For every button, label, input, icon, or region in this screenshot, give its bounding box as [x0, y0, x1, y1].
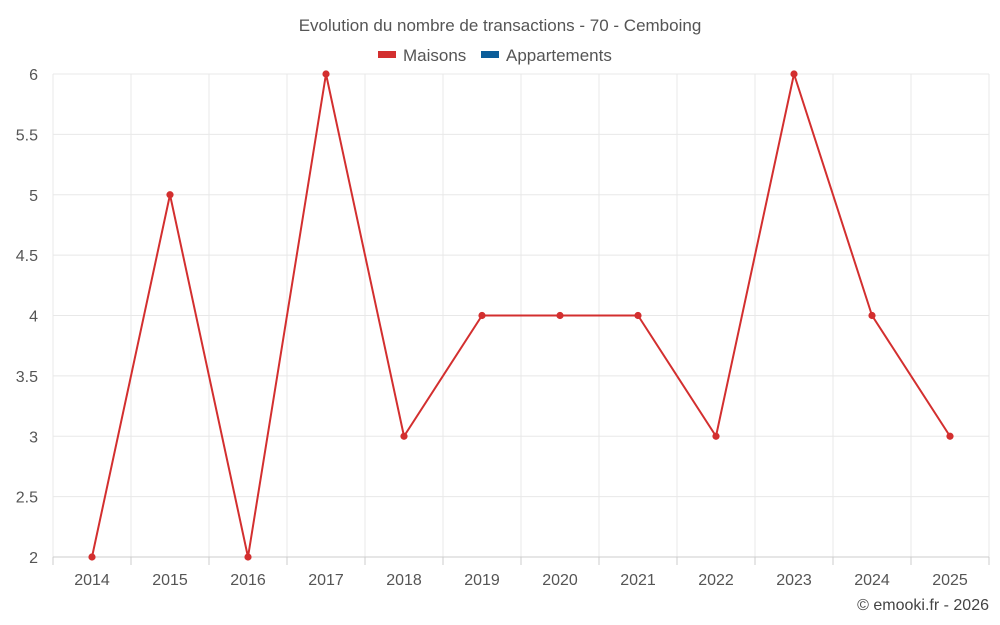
y-tick-label: 4.5 [16, 248, 38, 265]
data-point-maisons-2015[interactable] [166, 191, 174, 199]
legend-swatch-maisons [378, 51, 396, 58]
x-tick-label: 2014 [74, 572, 110, 589]
y-tick-label: 5 [29, 188, 38, 205]
x-tick-label: 2020 [542, 572, 578, 589]
data-point-maisons-2021[interactable] [634, 311, 642, 320]
legend-swatch-appartements [481, 51, 499, 58]
data-point-maisons-2022[interactable] [712, 432, 720, 440]
data-point-maisons-2025[interactable] [946, 432, 954, 440]
legend: Maisons Appartements [378, 46, 612, 65]
legend-label-maisons[interactable]: Maisons [403, 46, 466, 65]
x-tick-label: 2025 [932, 572, 968, 589]
chart-title: Evolution du nombre de transactions - 70… [299, 16, 702, 35]
x-tick-label: 2021 [620, 572, 656, 589]
data-point-maisons-2024[interactable] [868, 311, 876, 320]
data-point-maisons-2016[interactable] [244, 553, 252, 561]
data-point-maisons-2023[interactable] [790, 70, 798, 78]
y-tick-label: 2.5 [16, 490, 38, 507]
data-point-maisons-2017[interactable] [322, 70, 330, 78]
legend-item-maisons[interactable]: Maisons [378, 46, 466, 65]
x-tick-label: 2016 [230, 572, 266, 589]
data-point-maisons-2014[interactable] [88, 553, 96, 561]
y-tick-label: 5.5 [16, 127, 38, 144]
x-tick-label: 2015 [152, 572, 188, 589]
x-tick-label: 2019 [464, 572, 500, 589]
y-tick-label: 2 [29, 550, 38, 567]
x-tick-label: 2017 [308, 572, 344, 589]
data-point-maisons-2020[interactable] [556, 311, 564, 320]
legend-label-appartements[interactable]: Appartements [506, 46, 612, 65]
x-tick-label: 2024 [854, 572, 890, 589]
series-line-maisons [91, 73, 951, 558]
y-tick-label: 6 [29, 67, 38, 84]
axes: 2 2.5 3 3.5 4 4.5 5 5.5 6 2014 2015 2016 2017 2018 201… [16, 67, 990, 589]
x-tick-label: 2022 [698, 572, 734, 589]
y-tick-label: 4 [29, 309, 38, 326]
y-tick-label: 3.5 [16, 369, 38, 386]
x-tick-label: 2023 [776, 572, 812, 589]
data-point-maisons-2018[interactable] [400, 432, 408, 440]
y-tick-label: 3 [29, 429, 38, 446]
legend-item-appartements[interactable]: Appartements [481, 46, 612, 65]
data-point-maisons-2019[interactable] [478, 311, 486, 320]
credit: © emooki.fr - 2026 [857, 597, 989, 614]
x-tick-label: 2018 [386, 572, 422, 589]
series [88, 70, 954, 561]
